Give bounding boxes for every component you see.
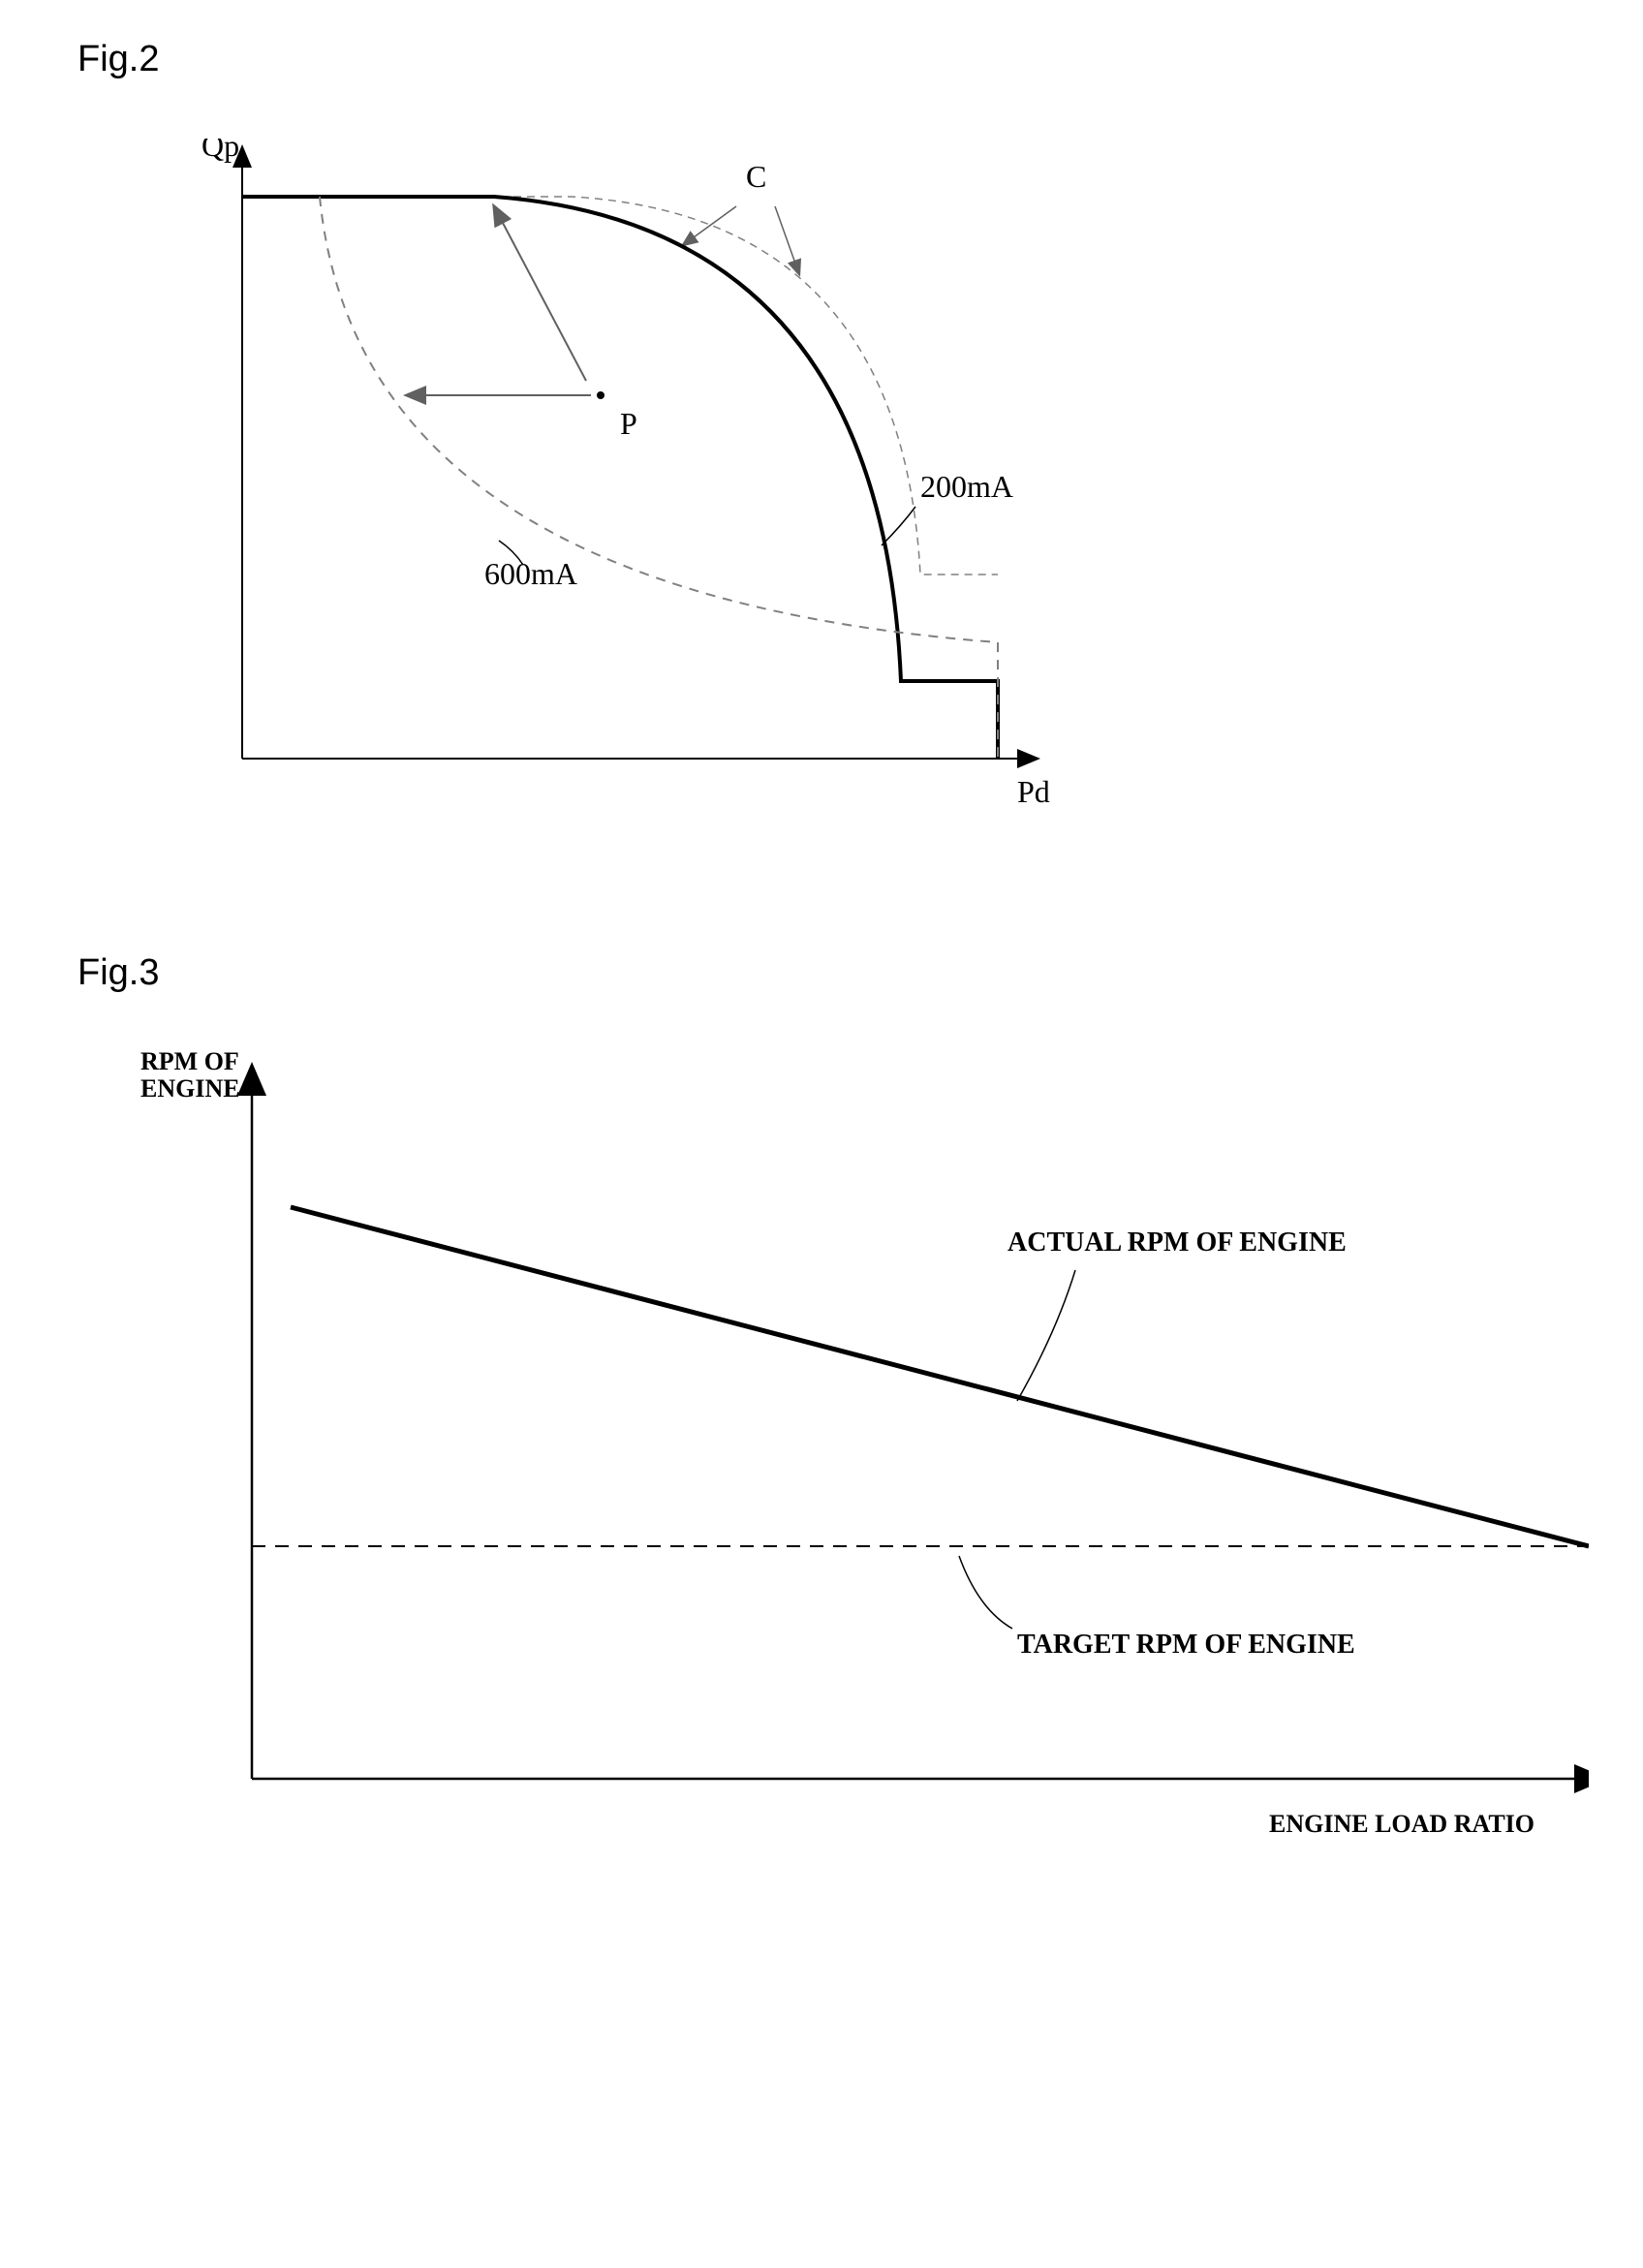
point-p-arrow-up [494, 206, 586, 381]
series-target-leader [959, 1556, 1012, 1629]
fig2-chart: C 200mA 600mA P Qp Pd [194, 139, 1566, 836]
figure-3: Fig.3 ACTUAL RPM OF ENGINE TARGET RPM OF… [78, 952, 1566, 1876]
fig3-y-label-l2: ENGINE [140, 1074, 240, 1103]
fig3-title: Fig.3 [78, 952, 1566, 994]
curve-200ma [242, 197, 998, 759]
curve-600ma-label: 600mA [484, 556, 577, 591]
curve-c-leader-2 [775, 206, 799, 274]
curve-c-leader-1 [683, 206, 736, 245]
fig3-x-label: ENGINE LOAD RATIO [1269, 1810, 1534, 1838]
curve-200ma-label: 200mA [920, 469, 1013, 504]
fig2-title: Fig.2 [78, 39, 1566, 80]
series-actual-label: ACTUAL RPM OF ENGINE [1008, 1227, 1347, 1258]
curve-200ma-leader [882, 507, 915, 545]
curve-c [242, 197, 998, 575]
fig3-chart: ACTUAL RPM OF ENGINE TARGET RPM OF ENGIN… [136, 1052, 1566, 1876]
figure-2: Fig.2 C 200mA [78, 39, 1566, 836]
fig3-y-label: RPM OF ENGINE [140, 1052, 244, 1103]
point-p-label: P [620, 406, 637, 441]
point-p-dot [597, 391, 604, 399]
fig3-svg: ACTUAL RPM OF ENGINE TARGET RPM OF ENGIN… [136, 1052, 1589, 1876]
fig2-y-label: Qp [202, 139, 239, 163]
curve-c-label: C [746, 159, 766, 194]
series-target-label: TARGET RPM OF ENGINE [1017, 1630, 1355, 1660]
fig2-x-label: Pd [1017, 774, 1050, 809]
fig3-y-label-l1: RPM OF [140, 1052, 238, 1075]
curve-600ma [320, 197, 998, 759]
series-actual-leader [1017, 1270, 1075, 1401]
fig2-svg: C 200mA 600mA P Qp Pd [194, 139, 1066, 836]
series-actual [291, 1207, 1589, 1546]
